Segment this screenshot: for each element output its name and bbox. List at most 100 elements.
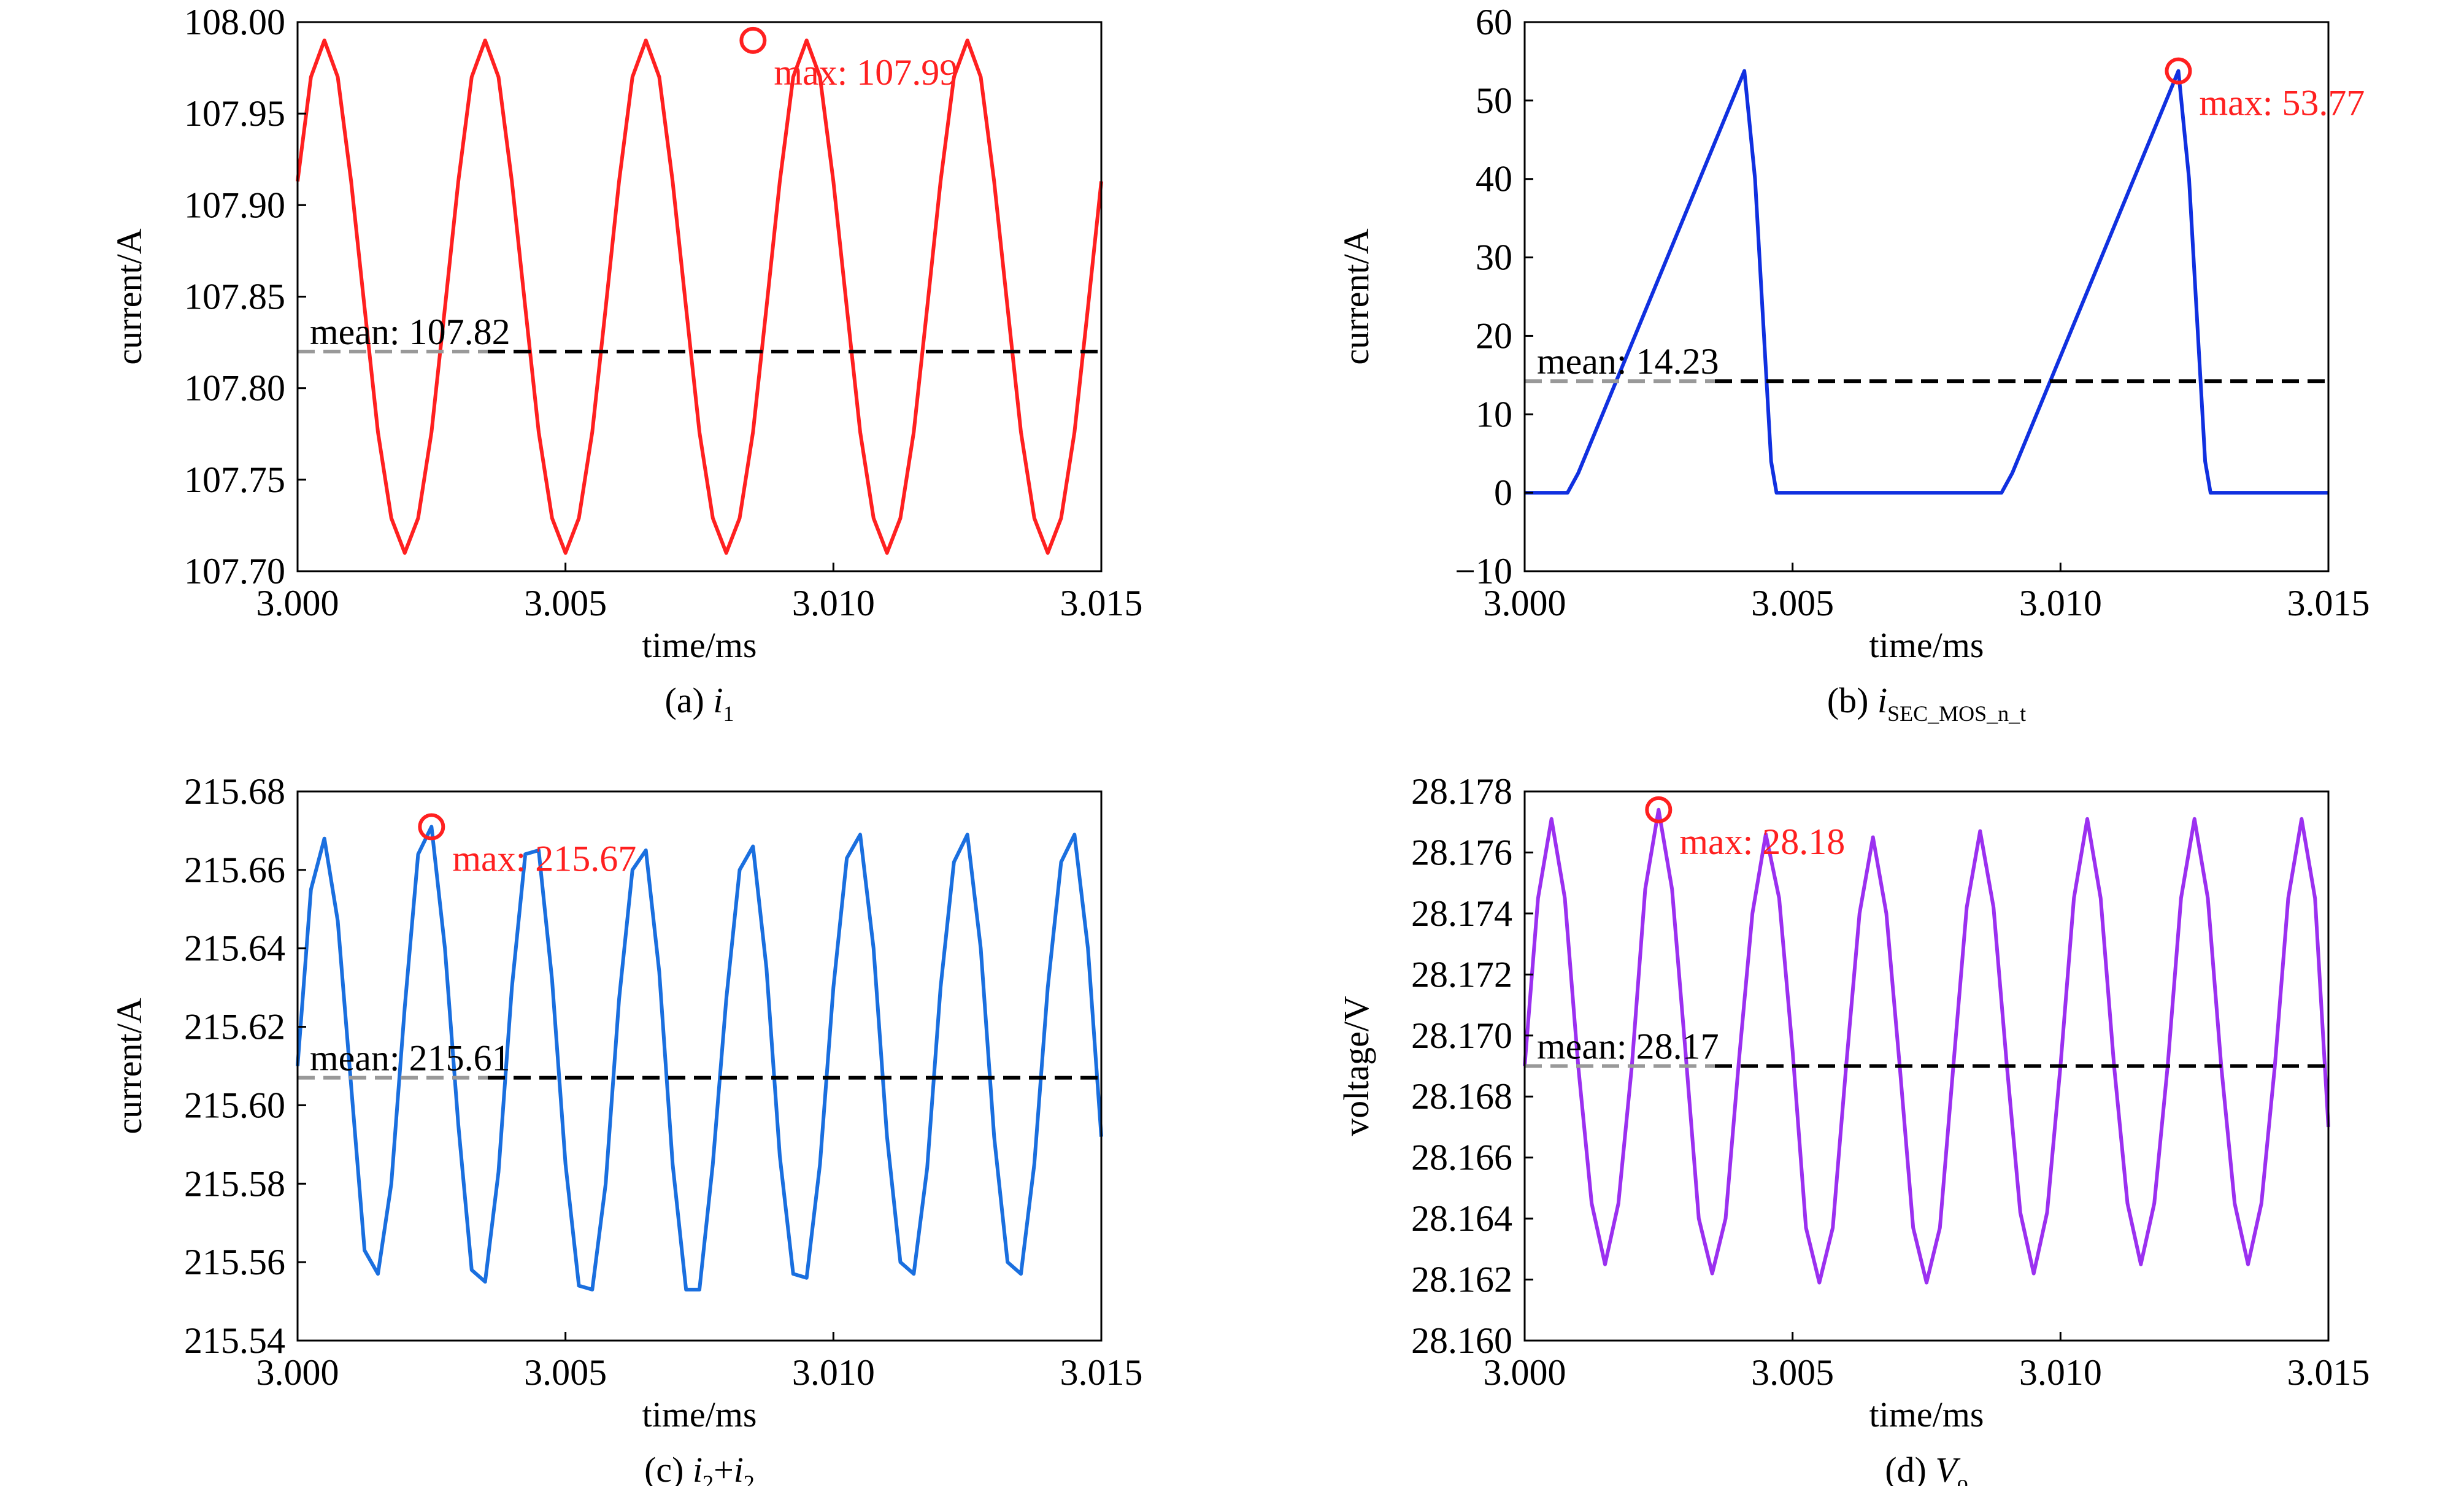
x-tick-label: 3.005 — [524, 1352, 607, 1393]
x-axis-label: time/ms — [1869, 625, 1984, 665]
caption-part: SEC_MOS_n_t — [1887, 701, 2026, 726]
x-axis-label: time/ms — [642, 1395, 757, 1434]
x-tick-label: 3.000 — [1484, 1352, 1566, 1393]
x-axis-label: time/ms — [642, 625, 757, 665]
caption-part: 1 — [723, 701, 734, 726]
y-tick-label: 40 — [1476, 159, 1512, 199]
y-tick-label: 28.160 — [1411, 1320, 1512, 1361]
panel-d: mean: 28.17 max: 28.18 3.000 3.005 3.010 3.01… — [1336, 771, 2370, 1486]
y-tick-label: 28.164 — [1411, 1198, 1512, 1239]
caption-part: i — [1877, 680, 1887, 720]
y-tick-label: 10 — [1476, 394, 1512, 434]
y-tick-label: 107.90 — [184, 185, 285, 225]
caption-part: (a) — [665, 680, 714, 720]
max-marker — [739, 26, 767, 54]
caption-part: 2 — [703, 1471, 714, 1486]
y-tick-label: 215.68 — [184, 771, 285, 812]
x-axis-label: time/ms — [1869, 1395, 1984, 1434]
y-axis-label: current/A — [109, 228, 149, 364]
y-tick-label: −10 — [1455, 551, 1512, 591]
y-tick-label: 28.172 — [1411, 954, 1512, 995]
mean-label: mean: 107.82 — [310, 312, 510, 352]
y-tick-label: 28.170 — [1411, 1015, 1512, 1056]
y-tick-label: 215.66 — [184, 850, 285, 890]
y-axis-label: voltage/V — [1336, 996, 1376, 1136]
x-tick-label: 3.010 — [2019, 1352, 2102, 1393]
y-tick-label: 60 — [1476, 2, 1512, 42]
x-tick-label: 3.000 — [256, 583, 339, 623]
y-tick-label: 215.60 — [184, 1085, 285, 1125]
series-line — [296, 38, 1103, 555]
max-marker — [2165, 57, 2192, 85]
x-tick-label: 3.010 — [2019, 583, 2102, 623]
panel-caption: (b) iSEC_MOS_n_t — [1827, 680, 2026, 726]
caption-part: o — [1957, 1471, 1968, 1486]
x-tick-label: 3.015 — [2287, 1352, 2370, 1393]
y-tick-label: 215.58 — [184, 1163, 285, 1204]
y-tick-label: 0 — [1494, 472, 1512, 513]
y-tick-label: 30 — [1476, 237, 1512, 278]
caption-part: (b) — [1827, 680, 1877, 720]
y-tick-label: 107.70 — [184, 551, 285, 591]
caption-part: i — [713, 680, 723, 720]
series-line — [1525, 69, 2328, 495]
max-marker — [1645, 796, 1673, 823]
y-tick-label: 107.80 — [184, 368, 285, 409]
x-tick-label: 3.010 — [792, 583, 875, 623]
y-tick-label: 215.56 — [184, 1242, 285, 1282]
y-tick-label: 20 — [1476, 315, 1512, 356]
caption-part: (c) — [644, 1450, 693, 1486]
y-tick-label: 28.176 — [1411, 832, 1512, 872]
x-tick-label: 3.010 — [792, 1352, 875, 1393]
x-tick-label: 3.015 — [2287, 583, 2370, 623]
y-tick-label: 215.64 — [184, 928, 285, 969]
plot-frame — [1523, 790, 2330, 1342]
mean-label: mean: 28.17 — [1537, 1026, 1719, 1067]
panel-b: mean: 14.23 max: 53.77 3.000 3.005 3.010 3.01… — [1336, 2, 2370, 726]
y-tick-label: 28.168 — [1411, 1076, 1512, 1117]
panel-c: mean: 215.61 max: 215.67 3.000 3.005 3.010 3.… — [109, 771, 1143, 1486]
x-tick-label: 3.000 — [1484, 583, 1566, 623]
caption-part: (d) — [1885, 1450, 1935, 1486]
mean-label: mean: 14.23 — [1537, 341, 1719, 382]
y-tick-label: 28.162 — [1411, 1260, 1512, 1300]
mean-label: mean: 215.61 — [310, 1038, 510, 1079]
x-tick-label: 3.005 — [1751, 1352, 1834, 1393]
x-tick-label: 3.005 — [524, 583, 607, 623]
y-tick-label: 28.174 — [1411, 893, 1512, 934]
x-tick-label: 3.005 — [1751, 583, 1834, 623]
series-line — [296, 825, 1103, 1292]
panel-caption: (a) i1 — [665, 680, 734, 726]
panel-caption: (d) Vo — [1885, 1450, 1968, 1486]
x-tick-label: 3.000 — [256, 1352, 339, 1393]
max-label: max: 53.77 — [2199, 83, 2365, 123]
caption-part: V — [1935, 1450, 1961, 1486]
x-tick-label: 3.015 — [1060, 583, 1143, 623]
caption-part: + — [714, 1450, 734, 1486]
y-tick-label: 215.62 — [184, 1007, 285, 1047]
max-label: max: 107.99 — [774, 52, 958, 93]
y-tick-label: 107.85 — [184, 277, 285, 317]
y-tick-label: 28.166 — [1411, 1138, 1512, 1178]
x-tick-label: 3.015 — [1060, 1352, 1143, 1393]
y-tick-label: 50 — [1476, 80, 1512, 121]
max-label: max: 215.67 — [452, 839, 636, 879]
plot-frame — [296, 790, 1103, 1342]
y-axis-label: current/A — [1336, 228, 1376, 364]
plot-frame — [1523, 21, 2330, 572]
max-marker — [418, 813, 445, 841]
y-tick-label: 107.75 — [184, 460, 285, 500]
plot-frame — [296, 21, 1103, 572]
caption-part: i — [734, 1450, 744, 1486]
caption-part: 2 — [744, 1471, 755, 1486]
panel-caption: (c) i2+i2 — [644, 1450, 755, 1486]
y-tick-label: 107.95 — [184, 93, 285, 134]
y-tick-label: 215.54 — [184, 1320, 285, 1361]
series-line — [1523, 807, 2330, 1285]
panel-a: mean: 107.82 max: 107.99 3.000 3.005 3.010 3.… — [109, 2, 1143, 726]
caption-part: i — [693, 1450, 703, 1486]
y-tick-label: 28.178 — [1411, 771, 1512, 812]
y-axis-label: current/A — [109, 998, 149, 1134]
y-tick-label: 108.00 — [184, 2, 285, 42]
